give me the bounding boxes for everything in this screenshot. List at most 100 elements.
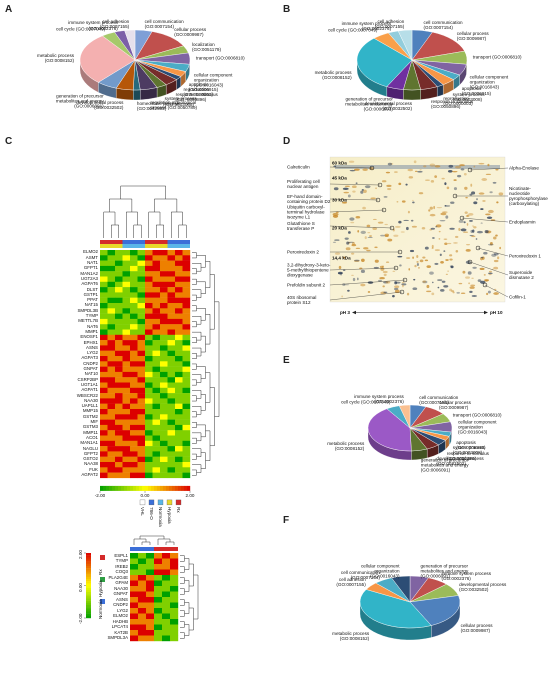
gel-spot [355,215,361,219]
heatmap-cell [115,393,123,399]
heatmap-cell [100,356,108,362]
row-label: MAN1A2 [80,270,98,276]
group-bar [100,240,123,244]
heatmap-cell [137,308,146,314]
heatmap-cell [122,393,131,399]
heatmap-cell [146,630,155,636]
heatmap-cell [167,414,176,420]
heatmap-cell [100,345,108,351]
heatmap-cell [154,630,163,636]
dendrogram [189,563,194,587]
gel-spot [348,160,355,163]
heatmap-cell [154,635,163,642]
row-label: FUK [89,466,98,472]
gel-spot [348,241,355,243]
dendrogram [180,588,185,595]
pie-slice [367,408,412,452]
heatmap-cell [122,318,131,325]
heatmap-cell [167,324,176,330]
gel-spot [472,266,477,269]
heatmap-cell [107,308,116,314]
heatmap-cell [122,297,131,304]
heatmap-cell [167,334,176,341]
heatmap-cell [107,462,116,468]
gel-spot [429,271,434,275]
heatmap-cell [162,553,171,559]
row-label: TYMP [85,313,98,319]
heatmap-cell [162,597,171,603]
dendrogram [180,577,185,584]
gel-spot [332,212,339,217]
gel-spot [344,237,349,240]
gel-spot [402,284,404,288]
heatmap-cell [154,575,163,581]
group-bar [130,547,154,551]
heatmap-cell [107,350,116,357]
heatmap-cell [160,318,168,325]
colorbar [86,598,91,601]
group-bar [167,240,190,244]
heatmap-cell [175,451,183,457]
heatmap-cell [122,255,131,261]
gel-spot [348,231,351,234]
heatmap-cell [152,334,161,341]
dendrogram [192,337,197,343]
slice-label: developmental process (GO:0032502) [76,100,124,111]
heatmap-cell [130,377,138,383]
heatmap-cell [122,382,131,388]
gel-spot [455,165,462,169]
heatmap-cell [175,393,183,399]
gel-spot [465,215,470,217]
heatmap-cell [130,361,138,367]
heatmap-cell [115,329,123,335]
heatmap-cell [152,403,161,410]
heatmap-cell [152,451,161,457]
gel-spot [449,254,453,257]
dendrogram [192,379,197,386]
heatmap-cell [137,403,146,410]
heatmap-cell [107,265,116,272]
heatmap-cell [137,334,146,341]
heatmap-cell [160,371,168,378]
colorbar [86,613,91,617]
gel-spot [429,213,436,217]
heatmap-cell [160,430,168,436]
heatmap-cell [154,613,163,620]
heatmap-cell [160,403,168,410]
gel-spot [410,219,414,222]
gel-spot [440,289,445,292]
heatmap-cell [115,297,123,304]
colorbar [142,485,146,491]
heatmap-cell [100,467,108,473]
gel-spot [422,280,427,283]
panel-letter: B [283,4,291,15]
row-label: KAT2B [114,629,128,635]
colorbar [86,607,91,610]
heatmap-cell [100,382,108,388]
heatmap-cell [175,303,183,309]
slice-label: cell communication (GO:0007154) [419,394,459,405]
heatmap-cell [130,329,138,335]
heatmap-cell [137,366,146,373]
dendrogram [201,394,206,411]
heatmap-cell [167,340,176,346]
gel-spot [437,279,443,281]
heatmap-cell [107,313,116,320]
gel-spot [384,233,390,237]
gel-spot [394,281,398,285]
gel-spot [394,285,400,289]
gel-spot [447,170,453,173]
heatmap-cell [160,292,168,298]
gel-spot [414,170,418,173]
gel-spot [357,229,360,233]
heatmap-cell [167,271,176,277]
group-label: Hypoxia [98,580,103,597]
heatmap-cell [175,361,183,367]
gel-spot [372,227,378,231]
gel-spot [347,194,351,198]
heatmap-cell [115,356,123,362]
gel-spot [422,280,428,284]
heatmap-cell [122,467,131,473]
heatmap-cell [137,265,146,272]
